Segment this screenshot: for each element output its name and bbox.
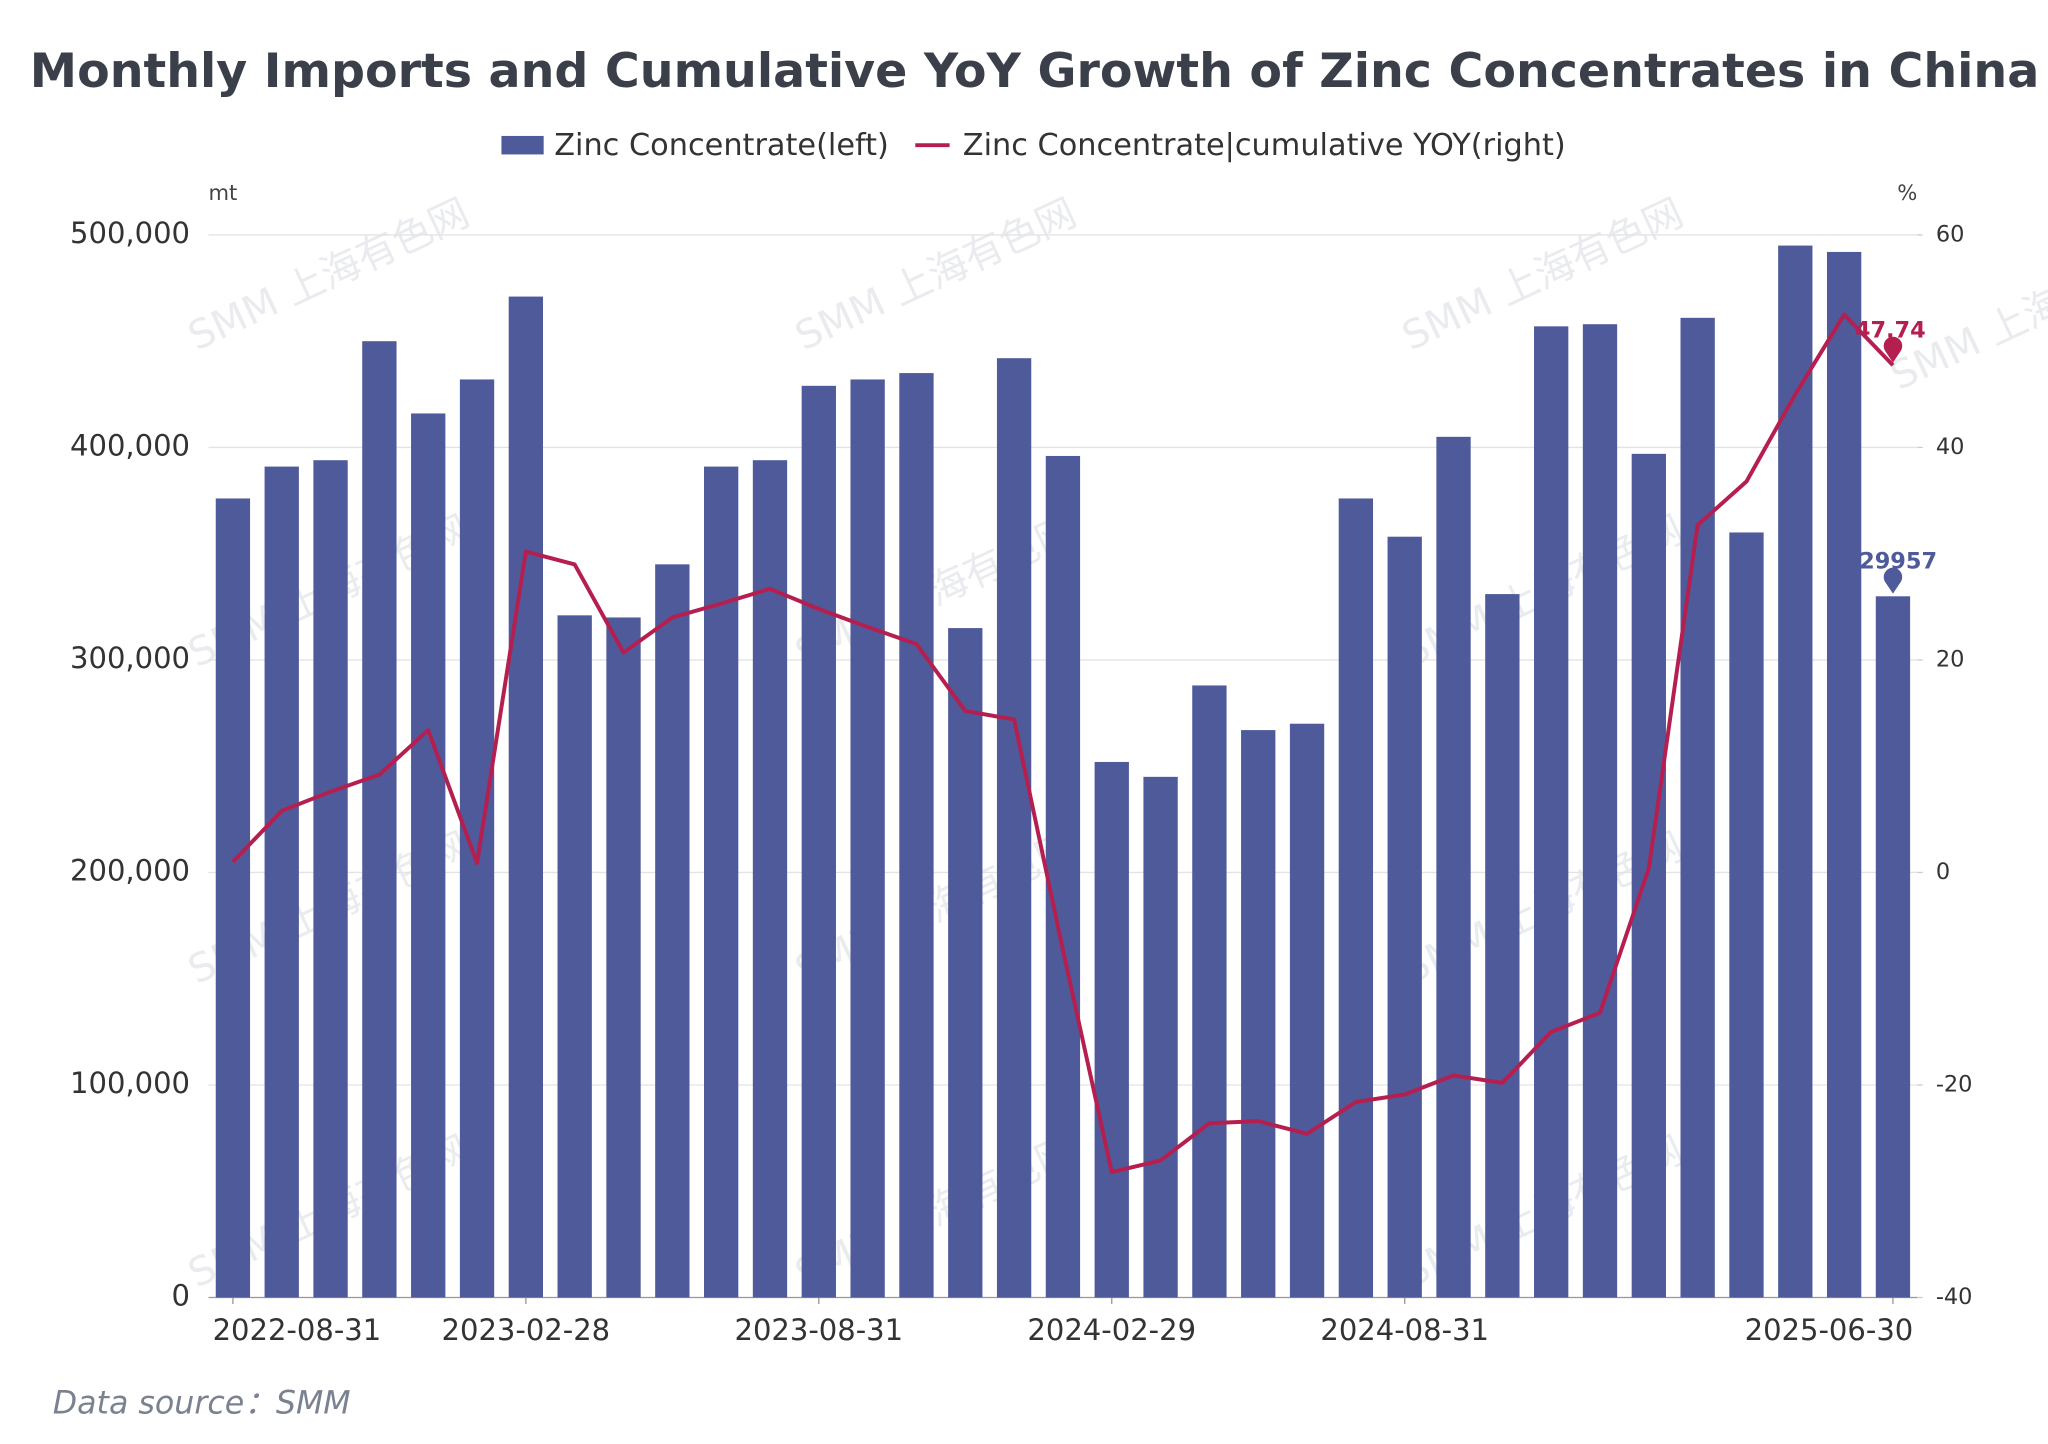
bar: [1582, 324, 1618, 1298]
bar: [1485, 594, 1520, 1298]
chart-title: Monthly Imports and Cumulative YoY Growt…: [30, 44, 2039, 99]
bar: [459, 379, 495, 1298]
watermark: SMM 上海有色网: [788, 190, 1083, 360]
y2-tick-label: 60: [1936, 221, 1965, 247]
bar: [1143, 776, 1178, 1298]
y-tick-label: 400,000: [70, 428, 190, 462]
bar: [606, 617, 641, 1298]
bar: [411, 413, 446, 1298]
bar: [655, 564, 690, 1298]
bar: [1338, 498, 1374, 1298]
legend-swatch: [501, 135, 544, 155]
y-tick-label: 300,000: [70, 641, 190, 675]
bar: [1289, 723, 1325, 1298]
bar: [1680, 317, 1715, 1298]
y2-tick-label: 0: [1936, 859, 1950, 885]
y2-tick-label: -20: [1936, 1071, 1973, 1097]
line-series: [231, 312, 1895, 1175]
source-note: Data source：SMM: [53, 1385, 351, 1421]
x-tick-label: 2024-02-29: [1027, 1313, 1196, 1347]
y-tick-label: 100,000: [70, 1066, 190, 1100]
bar: [1094, 761, 1129, 1298]
y2-tick-label: 20: [1936, 646, 1965, 672]
bar: [362, 341, 397, 1298]
bar: [508, 296, 544, 1298]
bar: [1729, 532, 1764, 1298]
y2-tick-label: 40: [1936, 434, 1965, 460]
watermark: SMM 上海有色网: [181, 190, 476, 360]
y-tick-label: 500,000: [70, 216, 190, 250]
bar: [1875, 596, 1911, 1298]
bar: [996, 358, 1032, 1298]
data-label: 329957: [1844, 548, 1938, 574]
bar: [1241, 730, 1276, 1298]
y2-tick-label: -40: [1936, 1284, 1973, 1310]
bar: [264, 466, 299, 1298]
bar: [752, 460, 788, 1298]
x-tick-label: 2023-02-28: [442, 1313, 611, 1347]
bar: [1387, 536, 1422, 1298]
y-tick-label: 200,000: [70, 853, 190, 887]
watermark: SMM 上海有色网: [1884, 229, 2048, 399]
marker-pin: [1883, 567, 1903, 594]
y-tick-label: 0: [172, 1278, 190, 1312]
x-tick-label: 2025-06-30: [1745, 1313, 1914, 1347]
y-axis-unit: mt: [208, 180, 237, 205]
bar: [1436, 436, 1471, 1298]
legend-label: Zinc Concentrate(left): [554, 128, 889, 163]
bar: [313, 460, 348, 1298]
bar: [557, 615, 592, 1298]
bar: [1045, 455, 1081, 1298]
bar: [801, 385, 836, 1298]
bar: [850, 379, 885, 1298]
bar: [948, 628, 983, 1298]
bar: [1631, 453, 1666, 1298]
marker-pin: [1883, 336, 1903, 363]
data-label: 47.74: [1855, 317, 1926, 343]
bar: [1778, 245, 1813, 1298]
bar: [215, 498, 251, 1298]
y2-axis-unit: %: [1897, 180, 1917, 205]
bar: [1192, 685, 1227, 1298]
bar: [704, 466, 739, 1298]
bar: [1534, 326, 1569, 1298]
x-tick-label: 2023-08-31: [734, 1313, 903, 1347]
x-tick-label: 2022-08-31: [213, 1313, 382, 1347]
legend-label: Zinc Concentrate|cumulative YOY(right): [963, 128, 1566, 163]
bar: [899, 373, 934, 1298]
x-tick-label: 2024-08-31: [1320, 1313, 1489, 1347]
bar: [1826, 251, 1862, 1298]
